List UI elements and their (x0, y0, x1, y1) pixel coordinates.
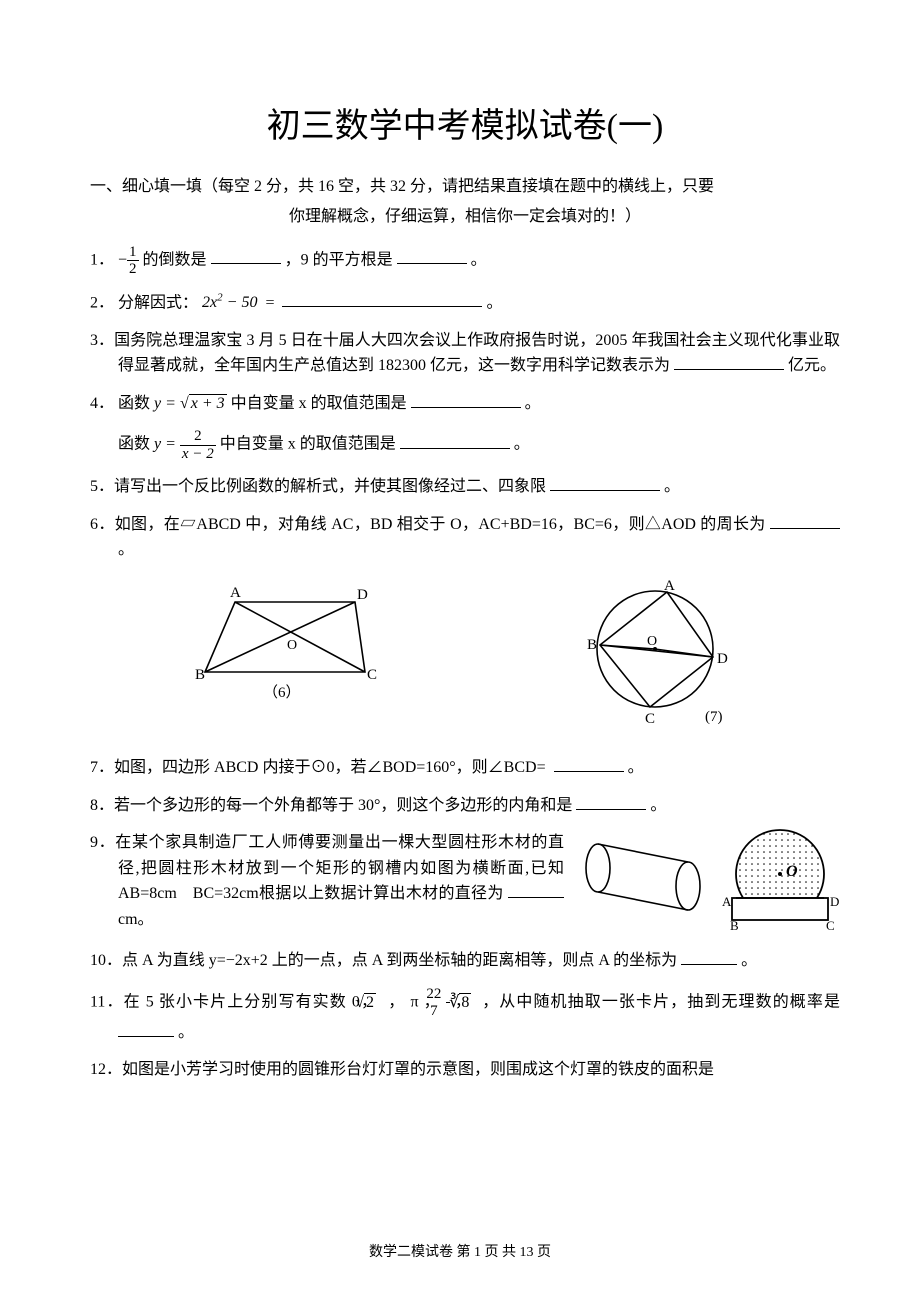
q4-yeq: y = (154, 395, 176, 412)
sqrt-icon: x + 3 (180, 391, 227, 417)
svg-text:(7): (7) (705, 709, 723, 725)
q6-text: 如图，在▱ABCD 中，对角线 AC，BD 相交于 O，AC+BD=16，BC=… (115, 516, 766, 533)
question-5: 5．请写出一个反比例函数的解析式，并使其图像经过二、四象限 。 (90, 474, 840, 500)
question-4b: 函数 y = 2x − 2 中自变量 x 的取值范围是 。 (90, 428, 840, 462)
blank (411, 392, 521, 408)
blank (576, 794, 646, 810)
q11-t1: 在 5 张小卡片上分别写有实数 0， (124, 994, 379, 1011)
q4-t2b: 中自变量 x 的取值范围是 (220, 436, 396, 453)
q8-num: 8． (90, 797, 114, 814)
q10-text: 点 A 为直线 y=−2x+2 上的一点，点 A 到两坐标轴的距离相等，则点 A… (122, 952, 677, 969)
svg-text:B: B (730, 918, 739, 933)
q12-text: 如图是小芳学习时使用的圆锥形台灯灯罩的示意图，则围成这个灯罩的铁皮的面积是 (122, 1061, 714, 1078)
question-1: 1． −12 的倒数是 ，9 的平方根是 。 (90, 244, 840, 278)
blank (674, 354, 784, 370)
q3-num: 3． (90, 332, 114, 349)
q10-tail: 。 (741, 952, 757, 969)
q1-num: 1． (90, 251, 114, 268)
q2-eq: = (265, 294, 274, 311)
q10-num: 10． (90, 952, 122, 969)
q1-sign: − (118, 251, 127, 268)
svg-text:（6）: （6） (263, 684, 301, 701)
blank (397, 248, 467, 264)
question-7: 7．如图，四边形 ABCD 内接于⊙0，若∠BOD=160°，则∠BCD= 。 (90, 755, 840, 781)
figure-7: A B C D O (7) (555, 577, 765, 737)
svg-text:D: D (357, 587, 368, 603)
fraction: 2x − 2 (180, 428, 216, 462)
q4-t2c: 。 (514, 436, 530, 453)
section-subheader: 你理解概念，仔细运算，相信你一定会填对的！） (90, 204, 840, 230)
question-12: 12．如图是小芳学习时使用的圆锥形台灯灯罩的示意图，则围成这个灯罩的铁皮的面积是 (90, 1057, 840, 1083)
q5-text: 请写出一个反比例函数的解析式，并使其图像经过二、四象限 (114, 478, 546, 495)
svg-text:D: D (830, 894, 839, 909)
question-9: O A D B C 9．在某个家具制造厂工人师傅要测量出一棵大型圆柱形木材的直径… (90, 830, 840, 936)
figures-row: A D B C O （6） A B C D O (7) (100, 577, 840, 737)
q9-text: 在某个家具制造厂工人师傅要测量出一棵大型圆柱形木材的直径,把圆柱形木材放到一个矩… (115, 834, 564, 902)
question-11: 11．在 5 张小卡片上分别写有实数 0， 2 ， π ， 227 ， 8 ，从… (90, 986, 840, 1046)
blank (211, 248, 281, 264)
svg-text:C: C (367, 667, 377, 683)
page-title: 初三数学中考模拟试卷(一) (90, 100, 840, 154)
q8-text: 若一个多边形的每一个外角都等于 30°，则这个多边形的内角和是 (114, 797, 572, 814)
q6-num: 6． (90, 516, 115, 533)
section-header: 一、细心填一填（每空 2 分，共 16 空，共 32 分，请把结果直接填在题中的… (90, 174, 840, 200)
q12-num: 12． (90, 1061, 122, 1078)
q1-t2: ，9 的平方根是 (285, 251, 393, 268)
question-10: 10．点 A 为直线 y=−2x+2 上的一点，点 A 到两坐标轴的距离相等，则… (90, 948, 840, 974)
q5-num: 5． (90, 478, 114, 495)
blank (118, 1021, 174, 1037)
svg-text:A: A (664, 578, 675, 594)
blank (508, 882, 564, 898)
q11-tail: 。 (178, 1024, 194, 1041)
q7-tail: 。 (628, 759, 644, 776)
question-4a: 4． 函数 y = x + 3 中自变量 x 的取值范围是 。 (90, 391, 840, 417)
q11-t4: ，从中随机抽取一张卡片，抽到无理数的概率是 (482, 994, 840, 1011)
q8-tail: 。 (650, 797, 666, 814)
q4-t1b: 中自变量 x 的取值范围是 (231, 395, 407, 412)
figure-6: A D B C O （6） (175, 577, 405, 717)
q4-t1c: 。 (525, 395, 541, 412)
q7-num: 7． (90, 759, 114, 776)
svg-text:A: A (722, 894, 732, 909)
q5-tail: 。 (664, 478, 680, 495)
q6-tail: 。 (118, 541, 134, 558)
svg-text:O: O (786, 863, 798, 880)
question-3: 3．国务院总理温家宝 3 月 5 日在十届人大四次会议上作政府报告时说，2005… (90, 328, 840, 379)
svg-text:C: C (645, 711, 655, 727)
blank (770, 513, 840, 529)
q9-num: 9． (90, 834, 115, 851)
q2-num: 2． (90, 294, 114, 311)
svg-text:O: O (287, 638, 297, 653)
question-2: 2． 分解因式： 2x2 − 50 = 。 (90, 290, 840, 316)
question-8: 8．若一个多边形的每一个外角都等于 30°，则这个多边形的内角和是 。 (90, 793, 840, 819)
svg-text:D: D (717, 651, 728, 667)
q2-expr: 2x2 − 50 (202, 294, 257, 311)
blank (554, 756, 624, 772)
q4-t1a: 函数 (118, 395, 150, 412)
question-6: 6．如图，在▱ABCD 中，对角线 AC，BD 相交于 O，AC+BD=16，B… (90, 512, 840, 563)
blank (681, 949, 737, 965)
page-footer: 数学二模试卷 第 1 页 共 13 页 (0, 1242, 920, 1264)
q1-t1: 的倒数是 (143, 251, 207, 268)
blank (550, 475, 660, 491)
q4-num: 4． (90, 395, 114, 412)
svg-text:A: A (230, 585, 241, 601)
blank (400, 433, 510, 449)
q11-num: 11． (90, 994, 124, 1011)
svg-text:O: O (647, 634, 657, 649)
q2-t1: 分解因式： (118, 294, 198, 311)
q2-t2: 。 (486, 294, 502, 311)
q1-t3: 。 (471, 251, 487, 268)
q4-t2a: 函数 (118, 436, 150, 453)
q7-text: 如图，四边形 ABCD 内接于⊙0，若∠BOD=160°，则∠BCD= (114, 759, 546, 776)
q4-yeq2: y = (154, 436, 176, 453)
q3-tail: 亿元。 (788, 357, 836, 374)
svg-text:B: B (195, 667, 205, 683)
figure-9: O A D B C (570, 826, 840, 936)
svg-text:B: B (587, 637, 597, 653)
q9-tail: cm。 (118, 911, 154, 928)
svg-text:C: C (826, 918, 835, 933)
blank (282, 291, 482, 307)
fraction: 12 (127, 244, 139, 278)
